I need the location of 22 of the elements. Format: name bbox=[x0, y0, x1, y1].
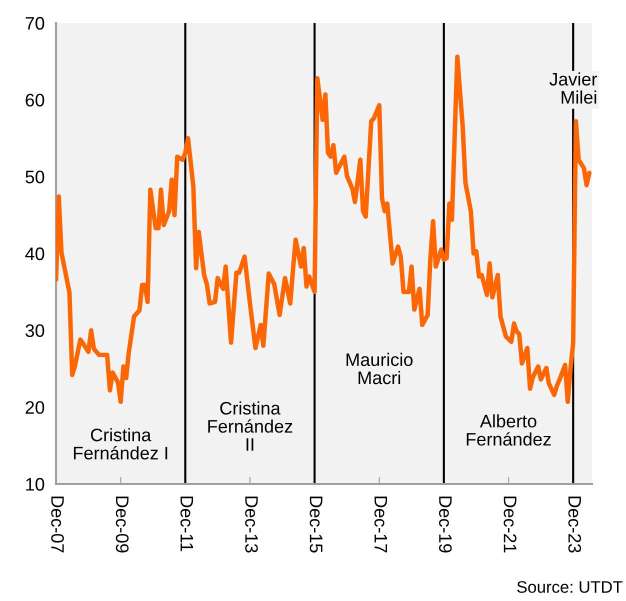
x-tick-label: Dec-07 bbox=[51, 496, 64, 552]
y-tick-label: 40 bbox=[25, 247, 44, 260]
x-tick-label: Dec-17 bbox=[374, 496, 388, 552]
annotation: Mauricio Macri bbox=[346, 352, 413, 384]
x-tick-label: Dec-19 bbox=[439, 496, 452, 552]
y-tick-label: 50 bbox=[26, 170, 44, 184]
source-note: Source: UTDT bbox=[517, 581, 622, 593]
annotation: Alberto Fernández bbox=[466, 414, 551, 446]
x-tick-label: Dec-11 bbox=[180, 496, 194, 552]
x-tick-label: Dec-15 bbox=[310, 496, 322, 553]
y-tick-label: 60 bbox=[26, 94, 44, 107]
y-tick-label: 10 bbox=[26, 478, 44, 491]
x-tick-label: Dec-21 bbox=[504, 496, 516, 552]
x-tick-label: Dec-13 bbox=[245, 496, 258, 553]
annotation: Javier Milei bbox=[549, 72, 598, 104]
x-tick-label: Dec-09 bbox=[116, 496, 129, 552]
y-tick-label: 70 bbox=[26, 16, 44, 30]
y-tick-label: 20 bbox=[26, 401, 44, 414]
annotation: Cristina Fernández I bbox=[74, 428, 168, 460]
x-tick-label: Dec-23 bbox=[568, 496, 582, 553]
annotation: Cristina Fernández II bbox=[208, 401, 292, 451]
y-tick-label: 30 bbox=[25, 324, 44, 338]
